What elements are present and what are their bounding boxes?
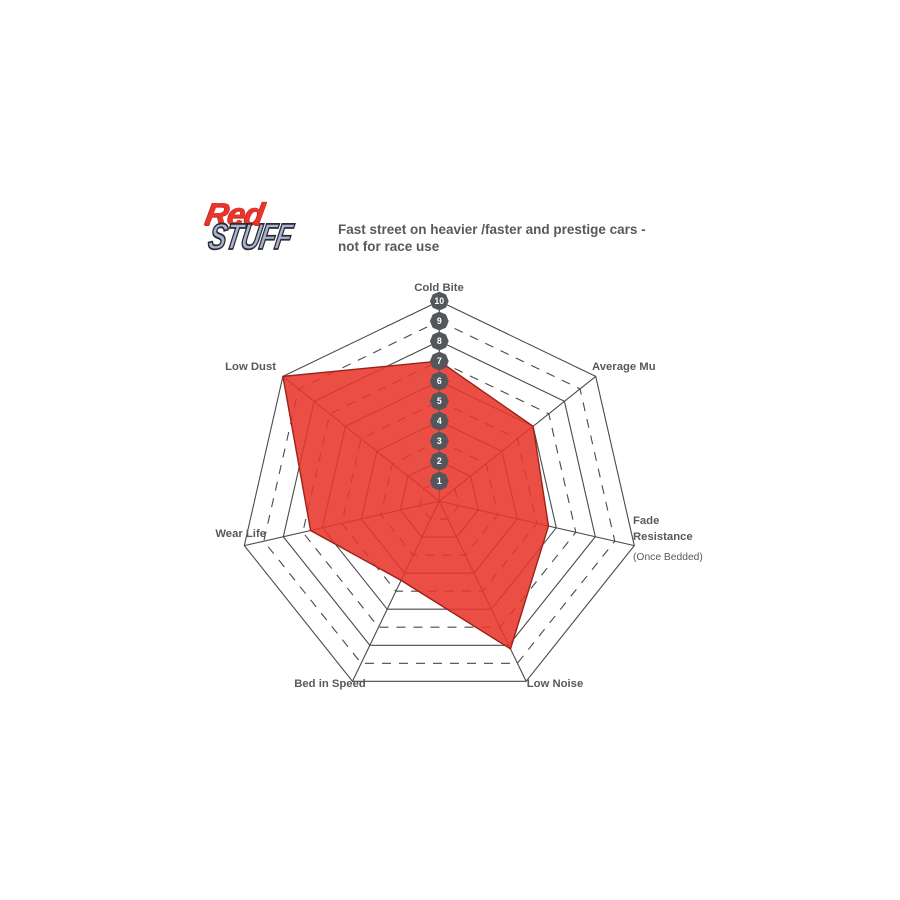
svg-text:Fade: Fade	[633, 515, 659, 527]
svg-text:7: 7	[437, 356, 442, 366]
svg-text:2: 2	[437, 456, 442, 466]
svg-text:9: 9	[437, 316, 442, 326]
svg-text:Average Mu: Average Mu	[592, 361, 656, 373]
svg-text:6: 6	[437, 376, 442, 386]
svg-text:(Once Bedded): (Once Bedded)	[633, 552, 703, 563]
svg-text:Low Noise: Low Noise	[527, 678, 584, 690]
svg-text:1: 1	[437, 476, 442, 486]
svg-text:5: 5	[437, 396, 442, 406]
svg-text:8: 8	[437, 336, 442, 346]
svg-text:4: 4	[437, 416, 442, 426]
svg-text:10: 10	[434, 296, 444, 306]
svg-text:Wear Life: Wear Life	[215, 528, 266, 540]
svg-text:Low Dust: Low Dust	[225, 361, 276, 373]
svg-text:3: 3	[437, 436, 442, 446]
svg-text:Resistance: Resistance	[633, 531, 693, 543]
svg-text:Bed in Speed: Bed in Speed	[294, 678, 366, 690]
